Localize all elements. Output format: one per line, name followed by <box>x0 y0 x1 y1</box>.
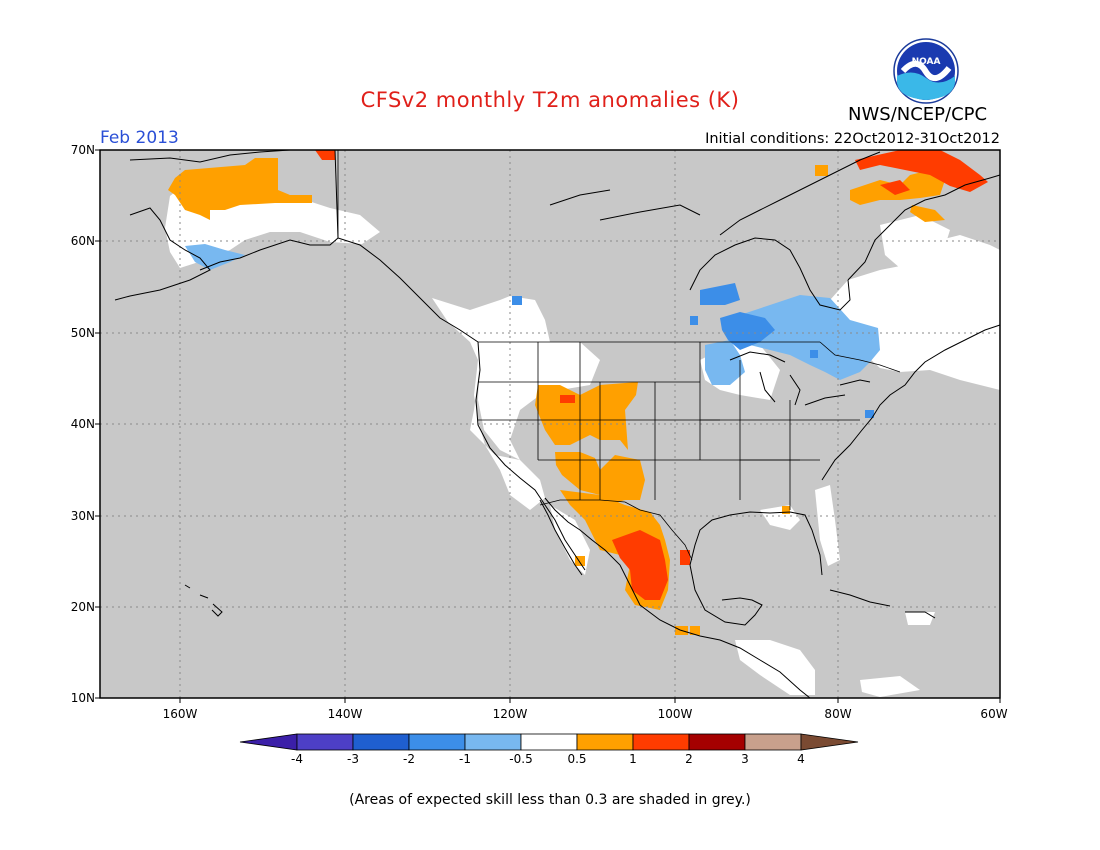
lat-label: 70N <box>70 143 95 157</box>
coastlines <box>114 149 1001 699</box>
colorbar-label: -0.5 <box>509 752 533 766</box>
colorbar-label: 2 <box>685 752 693 766</box>
lon-label: 160W <box>162 707 198 721</box>
lon-label: 140W <box>327 707 363 721</box>
lat-label: 30N <box>70 509 95 523</box>
colorbar-label: 3 <box>741 752 749 766</box>
colorbar-label: -1 <box>459 752 471 766</box>
lat-label: 60N <box>70 234 95 248</box>
agency-label: NWS/NCEP/CPC <box>848 104 988 125</box>
lon-label: 100W <box>657 707 693 721</box>
cool-anomaly-0.5-1 <box>185 244 880 385</box>
axis-ticks <box>95 149 1001 703</box>
colorbar-high-arrow <box>800 733 859 751</box>
cool-anomaly-1-2 <box>512 283 874 418</box>
colorbar-label: -3 <box>347 752 359 766</box>
colorbar-label: 4 <box>797 752 805 766</box>
neutral-land-regions <box>165 175 1000 697</box>
lon-label: 80W <box>824 707 852 721</box>
svg-text:NOAA: NOAA <box>912 57 941 67</box>
lat-label: 20N <box>70 600 95 614</box>
colorbar-label: 1 <box>629 752 637 766</box>
colorbar-label: 0.5 <box>567 752 587 766</box>
lat-label: 50N <box>70 326 95 340</box>
political-borders <box>337 150 901 561</box>
skill-footnote: (Areas of expected skill less than 0.3 a… <box>349 792 751 808</box>
warm-anomaly-0.5-1 <box>168 158 945 635</box>
lat-label: 40N <box>70 417 95 431</box>
lon-label: 60W <box>980 707 1008 721</box>
lat-label: 10N <box>70 691 95 705</box>
initial-conditions: Initial conditions: 22Oct2012-31Oct2012 <box>705 131 1000 147</box>
colorbar <box>239 733 859 751</box>
colorbar-low-arrow <box>239 733 298 751</box>
graticule <box>100 150 1000 698</box>
warm-anomaly-1-2 <box>315 150 988 600</box>
lon-label: 120W <box>492 707 528 721</box>
map-title: CFSv2 monthly T2m anomalies (K) <box>360 88 740 112</box>
noaa-logo-icon: NOAA <box>893 38 959 104</box>
colorbar-label: -4 <box>291 752 303 766</box>
forecast-period: Feb 2013 <box>100 128 179 148</box>
colorbar-label: -2 <box>403 752 415 766</box>
